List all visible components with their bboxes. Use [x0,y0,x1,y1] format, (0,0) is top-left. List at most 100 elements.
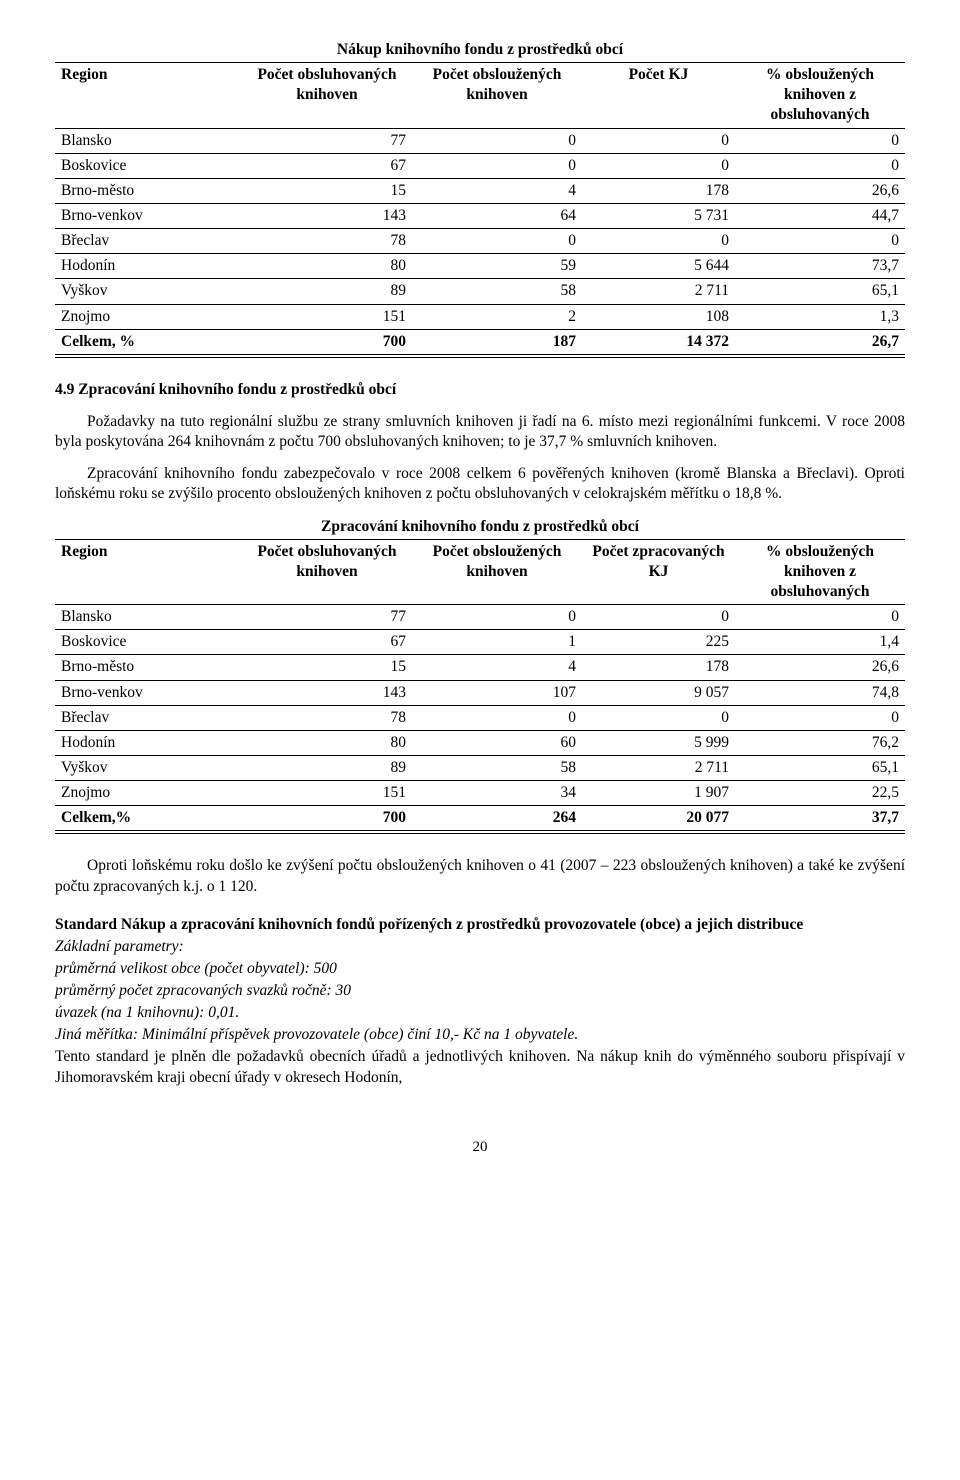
table-cell: Celkem, % [55,329,242,356]
table-cell: Břeclav [55,705,242,730]
table-cell: 15 [242,178,412,203]
section-heading: 4.9 Zpracování knihovního fondu z prostř… [55,380,905,400]
table-cell: 700 [242,329,412,356]
table-cell: 34 [412,781,582,806]
table-cell: 2 711 [582,279,735,304]
table-cell: 108 [582,304,735,329]
table1-title: Nákup knihovního fondu z prostředků obcí [55,40,905,60]
table-row: Znojmo15121081,3 [55,304,905,329]
table-cell: 151 [242,304,412,329]
t1-h1: Počet obsluhovaných knihoven [242,63,412,128]
table-cell: Hodonín [55,730,242,755]
table-cell: 80 [242,730,412,755]
table-cell: 20 077 [582,806,735,833]
t1-h4: % obsloužených knihoven z obsluhovaných [735,63,905,128]
table-total-row: Celkem,%70026420 07737,7 [55,806,905,833]
table-cell: 60 [412,730,582,755]
table-cell: 225 [582,630,735,655]
standard-line5: Jiná měřítka: Minimální příspěvek provoz… [55,1025,905,1045]
table-cell: 700 [242,806,412,833]
table-row: Vyškov89582 71165,1 [55,755,905,780]
table-cell: 58 [412,279,582,304]
table-cell: Brno-město [55,178,242,203]
section-para1: Požadavky na tuto regionální službu ze s… [55,412,905,452]
table-cell: Celkem,% [55,806,242,833]
table-cell: 78 [242,229,412,254]
table-cell: Brno-město [55,655,242,680]
table-cell: 0 [735,705,905,730]
table-cell: Vyškov [55,279,242,304]
table-cell: Brno-venkov [55,203,242,228]
table-cell: 143 [242,680,412,705]
table-cell: 0 [735,128,905,153]
t2-h0: Region [55,539,242,604]
table-row: Brno-venkov143645 73144,7 [55,203,905,228]
table-cell: 26,6 [735,178,905,203]
table-row: Boskovice6712251,4 [55,630,905,655]
table-cell: 65,1 [735,755,905,780]
table-cell: 59 [412,254,582,279]
table-cell: 37,7 [735,806,905,833]
table-cell: 73,7 [735,254,905,279]
table-cell: 14 372 [582,329,735,356]
table-cell: 0 [582,153,735,178]
table-cell: 5 999 [582,730,735,755]
t1-h0: Region [55,63,242,128]
table-cell: 1 907 [582,781,735,806]
table-cell: 0 [735,153,905,178]
table-cell: 1 [412,630,582,655]
table-cell: 5 644 [582,254,735,279]
table-cell: 58 [412,755,582,780]
table-row: Znojmo151341 90722,5 [55,781,905,806]
table-cell: 67 [242,153,412,178]
table-cell: 89 [242,279,412,304]
table-cell: 2 711 [582,755,735,780]
table-cell: 26,6 [735,655,905,680]
table-cell: 178 [582,178,735,203]
table-cell: Vyškov [55,755,242,780]
table-row: Blansko77000 [55,128,905,153]
table2-title: Zpracování knihovního fondu z prostředků… [55,517,905,537]
table-cell: 76,2 [735,730,905,755]
table-cell: 0 [735,605,905,630]
table-cell: Boskovice [55,630,242,655]
t2-h1: Počet obsluhovaných knihoven [242,539,412,604]
standard-block: Standard Nákup a zpracování knihovních f… [55,915,905,1088]
table2: Region Počet obsluhovaných knihoven Poče… [55,539,905,835]
table-cell: 0 [412,705,582,730]
table-cell: 264 [412,806,582,833]
table-row: Břeclav78000 [55,229,905,254]
table-cell: 22,5 [735,781,905,806]
table-cell: 0 [582,705,735,730]
table-cell: 15 [242,655,412,680]
table-cell: 80 [242,254,412,279]
t2-h3: Počet zpracovaných KJ [582,539,735,604]
table-cell: 64 [412,203,582,228]
table-cell: 0 [412,605,582,630]
table-cell: Znojmo [55,781,242,806]
table-cell: Znojmo [55,304,242,329]
table-cell: Blansko [55,605,242,630]
table-row: Blansko77000 [55,605,905,630]
table-cell: 74,8 [735,680,905,705]
standard-line2: průměrná velikost obce (počet obyvatel):… [55,959,905,979]
table-row: Hodonín80595 64473,7 [55,254,905,279]
table-cell: 65,1 [735,279,905,304]
t2-h4: % obsloužených knihoven z obsluhovaných [735,539,905,604]
page-number: 20 [55,1138,905,1158]
table-row: Brno-venkov1431079 05774,8 [55,680,905,705]
table-cell: Blansko [55,128,242,153]
table-cell: Brno-venkov [55,680,242,705]
table-row: Břeclav78000 [55,705,905,730]
standard-line1: Základní parametry: [55,937,905,957]
table-row: Brno-město15417826,6 [55,178,905,203]
table-cell: 4 [412,178,582,203]
standard-title: Standard Nákup a zpracování knihovních f… [55,915,905,935]
table-cell: 187 [412,329,582,356]
table-cell: 9 057 [582,680,735,705]
table-total-row: Celkem, %70018714 37226,7 [55,329,905,356]
standard-line6: Tento standard je plněn dle požadavků ob… [55,1047,905,1087]
table-cell: 1,3 [735,304,905,329]
table-cell: 77 [242,128,412,153]
table-cell: 78 [242,705,412,730]
